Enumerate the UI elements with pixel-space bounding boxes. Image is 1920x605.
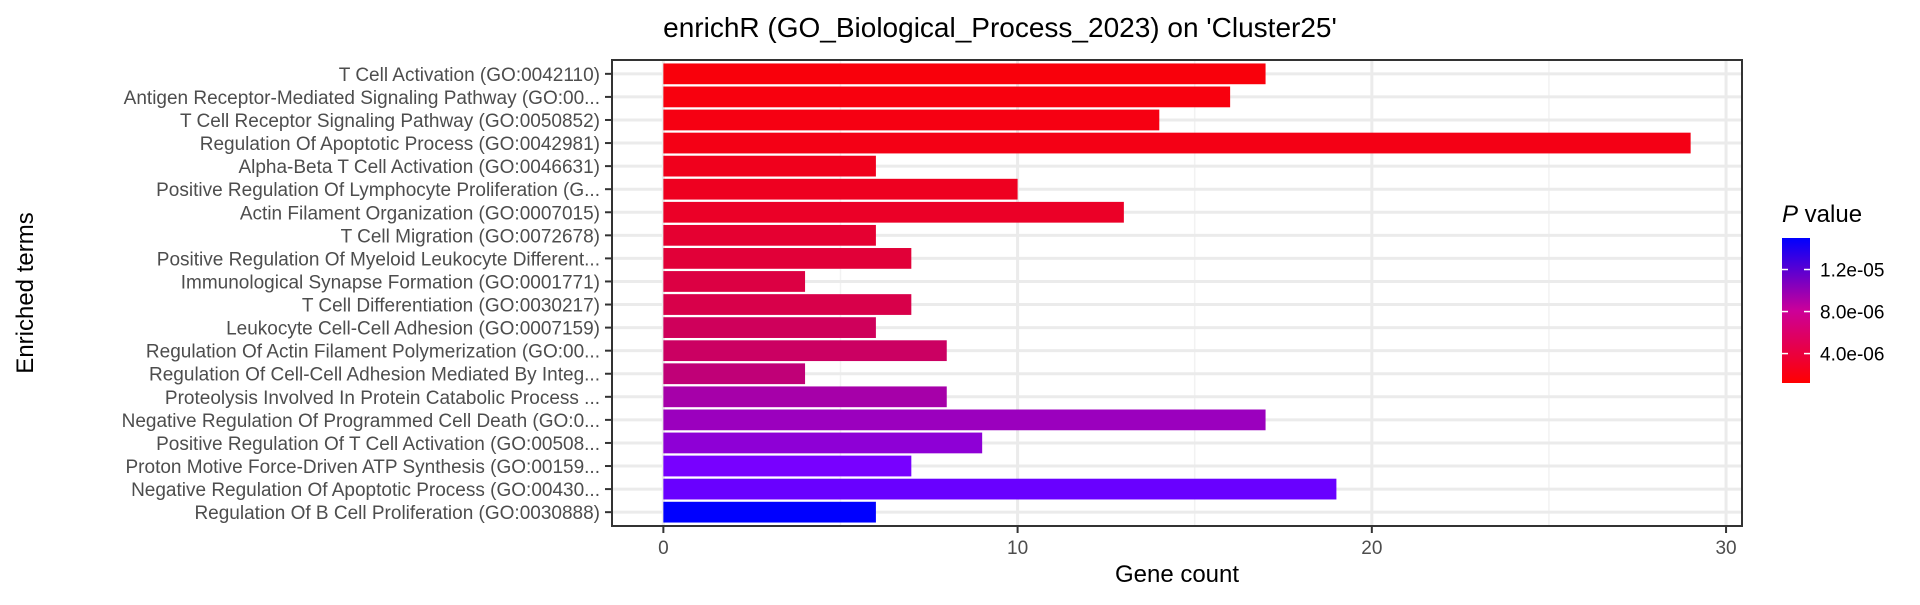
x-tick-labels: 0 10 20 30 [658,526,1737,559]
y-tick-label: Regulation Of B Cell Proliferation (GO:0… [194,503,600,524]
bar [663,155,876,177]
legend-tick-label: 4.0e-06 [1820,345,1884,366]
x-tick-label: 20 [1361,538,1382,559]
y-tick-label: T Cell Activation (GO:0042110) [339,65,600,86]
bar [663,478,1337,500]
y-tick-label: Immunological Synapse Formation (GO:0001… [181,272,600,293]
x-tick-label: 0 [658,538,669,559]
bar [663,271,806,292]
bar [663,109,1160,131]
y-tick-label: Regulation Of Actin Filament Polymerizat… [146,342,600,363]
y-tick-label: T Cell Differentiation (GO:0030217) [302,296,600,317]
y-tick-label: Negative Regulation Of Apoptotic Process… [131,480,600,501]
bar [663,201,1124,223]
legend-title-rest: value [1798,201,1862,228]
bar [663,363,806,385]
legend-ticks: 4.0e-06 8.0e-06 1.2e-05 [1782,261,1884,366]
y-tick-label: Regulation Of Cell-Cell Adhesion Mediate… [149,365,600,386]
legend: P value 4.0e-06 8.0e-06 1.2e-05 [1782,201,1884,383]
legend-tick-label: 8.0e-06 [1820,303,1884,324]
y-tick-label: Positive Regulation Of Lymphocyte Prolif… [156,180,600,201]
legend-title: P value [1782,201,1862,228]
legend-tick-label: 1.2e-05 [1820,261,1884,282]
y-axis-label: Enriched terms [12,212,39,373]
y-tick-label: Leukocyte Cell-Cell Adhesion (GO:0007159… [226,319,600,340]
y-tick-label: Proteolysis Involved In Protein Cataboli… [165,388,600,409]
legend-title-italic: P [1782,201,1798,228]
bar [663,178,1018,200]
y-tick-label: Antigen Receptor-Mediated Signaling Path… [124,88,600,109]
plot-area [612,60,1742,526]
bar [663,455,912,477]
plot-border [611,59,1743,527]
bar [663,340,947,362]
bar [663,86,1231,108]
bar [663,248,912,269]
y-tick-label: Negative Regulation Of Programmed Cell D… [122,411,600,432]
bar [663,294,912,315]
y-tick-label: Regulation Of Apoptotic Process (GO:0042… [200,134,600,155]
chart-title: enrichR (GO_Biological_Process_2023) on … [663,12,1337,43]
y-tick-label: Actin Filament Organization (GO:0007015) [240,203,600,224]
bar [663,409,1266,431]
bar [663,501,876,523]
y-tick-label: T Cell Migration (GO:0072678) [341,226,600,247]
y-tick-label: Positive Regulation Of T Cell Activation… [156,434,600,455]
bar [663,317,876,338]
bar [663,432,983,454]
y-tick-label: Proton Motive Force-Driven ATP Synthesis… [126,457,601,478]
y-tick-label: T Cell Receptor Signaling Pathway (GO:00… [180,111,600,132]
bar [663,386,947,408]
bar [663,224,876,246]
bar [663,63,1266,85]
y-tick-label: Positive Regulation Of Myeloid Leukocyte… [157,249,600,270]
bar [663,132,1691,154]
x-tick-label: 30 [1715,538,1736,559]
legend-colorbar [1782,238,1810,383]
y-tick-labels: T Cell Activation (GO:0042110)Antigen Re… [122,65,612,524]
x-tick-label: 10 [1007,538,1028,559]
y-tick-label: Alpha-Beta T Cell Activation (GO:0046631… [238,157,600,178]
x-axis-label: Gene count [1115,561,1239,588]
